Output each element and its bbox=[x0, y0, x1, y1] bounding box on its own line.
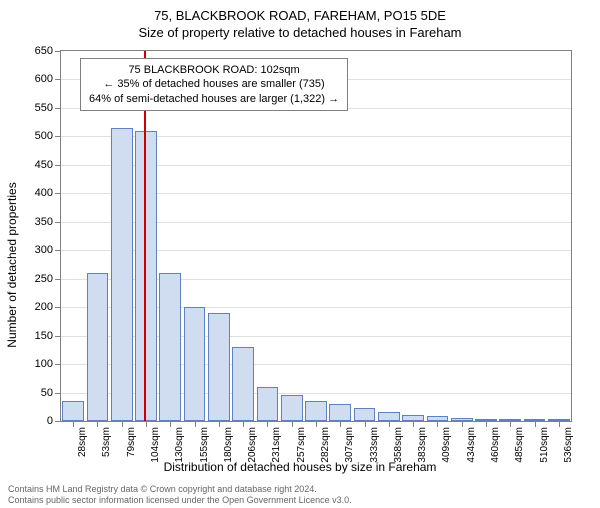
x-tick-label: 28sqm bbox=[77, 427, 88, 457]
x-tick bbox=[365, 421, 366, 427]
x-tick-label: 460sqm bbox=[490, 427, 501, 463]
x-tick-label: 282sqm bbox=[320, 427, 331, 463]
footer-line2: Contains public sector information licen… bbox=[8, 495, 592, 506]
y-tick-label: 450 bbox=[35, 159, 53, 171]
histogram-bar bbox=[329, 404, 351, 421]
x-tick bbox=[413, 421, 414, 427]
x-tick bbox=[146, 421, 147, 427]
x-tick bbox=[340, 421, 341, 427]
y-tick bbox=[55, 307, 61, 308]
x-tick bbox=[535, 421, 536, 427]
x-tick bbox=[122, 421, 123, 427]
x-tick bbox=[195, 421, 196, 427]
x-tick-label: 307sqm bbox=[344, 427, 355, 463]
x-tick bbox=[243, 421, 244, 427]
y-tick-label: 300 bbox=[35, 244, 53, 256]
y-tick bbox=[55, 193, 61, 194]
x-tick-label: 510sqm bbox=[539, 427, 550, 463]
y-tick-label: 650 bbox=[35, 45, 53, 57]
x-tick-label: 409sqm bbox=[441, 427, 452, 463]
x-tick-label: 333sqm bbox=[369, 427, 380, 463]
footer: Contains HM Land Registry data © Crown c… bbox=[8, 484, 592, 506]
y-tick-label: 350 bbox=[35, 216, 53, 228]
y-tick-label: 250 bbox=[35, 273, 53, 285]
histogram-bar bbox=[111, 128, 133, 421]
annotation-line1: 75 BLACKBROOK ROAD: 102sqm bbox=[89, 63, 339, 77]
x-tick-label: 206sqm bbox=[247, 427, 258, 463]
x-tick-label: 79sqm bbox=[126, 427, 137, 457]
x-tick-label: 485sqm bbox=[514, 427, 525, 463]
x-tick-label: 536sqm bbox=[563, 427, 574, 463]
x-tick-label: 180sqm bbox=[223, 427, 234, 463]
x-tick-label: 434sqm bbox=[466, 427, 477, 463]
y-tick-label: 0 bbox=[47, 415, 53, 427]
x-tick bbox=[437, 421, 438, 427]
histogram-bar bbox=[281, 395, 303, 421]
x-tick bbox=[73, 421, 74, 427]
y-tick bbox=[55, 279, 61, 280]
y-tick bbox=[55, 79, 61, 80]
title-sub: Size of property relative to detached ho… bbox=[0, 25, 600, 40]
annotation-line3: 64% of semi-detached houses are larger (… bbox=[89, 92, 339, 106]
x-tick bbox=[389, 421, 390, 427]
x-tick bbox=[267, 421, 268, 427]
y-tick bbox=[55, 421, 61, 422]
y-tick bbox=[55, 51, 61, 52]
x-tick bbox=[462, 421, 463, 427]
histogram-bar bbox=[184, 307, 206, 421]
histogram-bar bbox=[378, 412, 400, 421]
x-tick-label: 358sqm bbox=[393, 427, 404, 463]
histogram-bar bbox=[159, 273, 181, 421]
footer-line1: Contains HM Land Registry data © Crown c… bbox=[8, 484, 592, 495]
y-tick-label: 600 bbox=[35, 73, 53, 85]
y-tick-label: 550 bbox=[35, 102, 53, 114]
histogram-bar bbox=[232, 347, 254, 421]
y-tick bbox=[55, 136, 61, 137]
x-tick-label: 383sqm bbox=[417, 427, 428, 463]
x-tick bbox=[170, 421, 171, 427]
x-tick-label: 130sqm bbox=[174, 427, 185, 463]
y-tick-label: 50 bbox=[41, 387, 53, 399]
chart-container: 75, BLACKBROOK ROAD, FAREHAM, PO15 5DE S… bbox=[0, 8, 600, 508]
x-tick-label: 104sqm bbox=[150, 427, 161, 463]
histogram-bar bbox=[305, 401, 327, 421]
x-axis-title: Distribution of detached houses by size … bbox=[0, 460, 600, 474]
y-tick-label: 200 bbox=[35, 301, 53, 313]
y-tick-label: 100 bbox=[35, 358, 53, 370]
x-tick-label: 53sqm bbox=[101, 427, 112, 457]
title-main: 75, BLACKBROOK ROAD, FAREHAM, PO15 5DE bbox=[0, 8, 600, 23]
x-tick-label: 231sqm bbox=[271, 427, 282, 463]
histogram-bar bbox=[208, 313, 230, 421]
y-tick bbox=[55, 364, 61, 365]
x-tick-label: 155sqm bbox=[199, 427, 210, 463]
y-tick bbox=[55, 393, 61, 394]
annotation-line2: ← 35% of detached houses are smaller (73… bbox=[89, 77, 339, 91]
x-tick bbox=[219, 421, 220, 427]
histogram-bar bbox=[62, 401, 84, 421]
x-tick bbox=[486, 421, 487, 427]
y-tick-label: 150 bbox=[35, 330, 53, 342]
y-tick-label: 400 bbox=[35, 187, 53, 199]
y-tick bbox=[55, 222, 61, 223]
x-tick bbox=[510, 421, 511, 427]
x-tick bbox=[292, 421, 293, 427]
histogram-bar bbox=[87, 273, 109, 421]
histogram-bar bbox=[354, 408, 376, 421]
x-tick bbox=[97, 421, 98, 427]
y-tick bbox=[55, 336, 61, 337]
y-axis-title: Number of detached properties bbox=[5, 182, 19, 347]
x-tick bbox=[559, 421, 560, 427]
x-tick bbox=[316, 421, 317, 427]
x-tick-label: 257sqm bbox=[296, 427, 307, 463]
annotation-box: 75 BLACKBROOK ROAD: 102sqm ← 35% of deta… bbox=[80, 58, 348, 111]
histogram-bar bbox=[257, 387, 279, 421]
y-tick bbox=[55, 108, 61, 109]
y-tick-label: 500 bbox=[35, 130, 53, 142]
y-tick bbox=[55, 165, 61, 166]
y-tick bbox=[55, 250, 61, 251]
